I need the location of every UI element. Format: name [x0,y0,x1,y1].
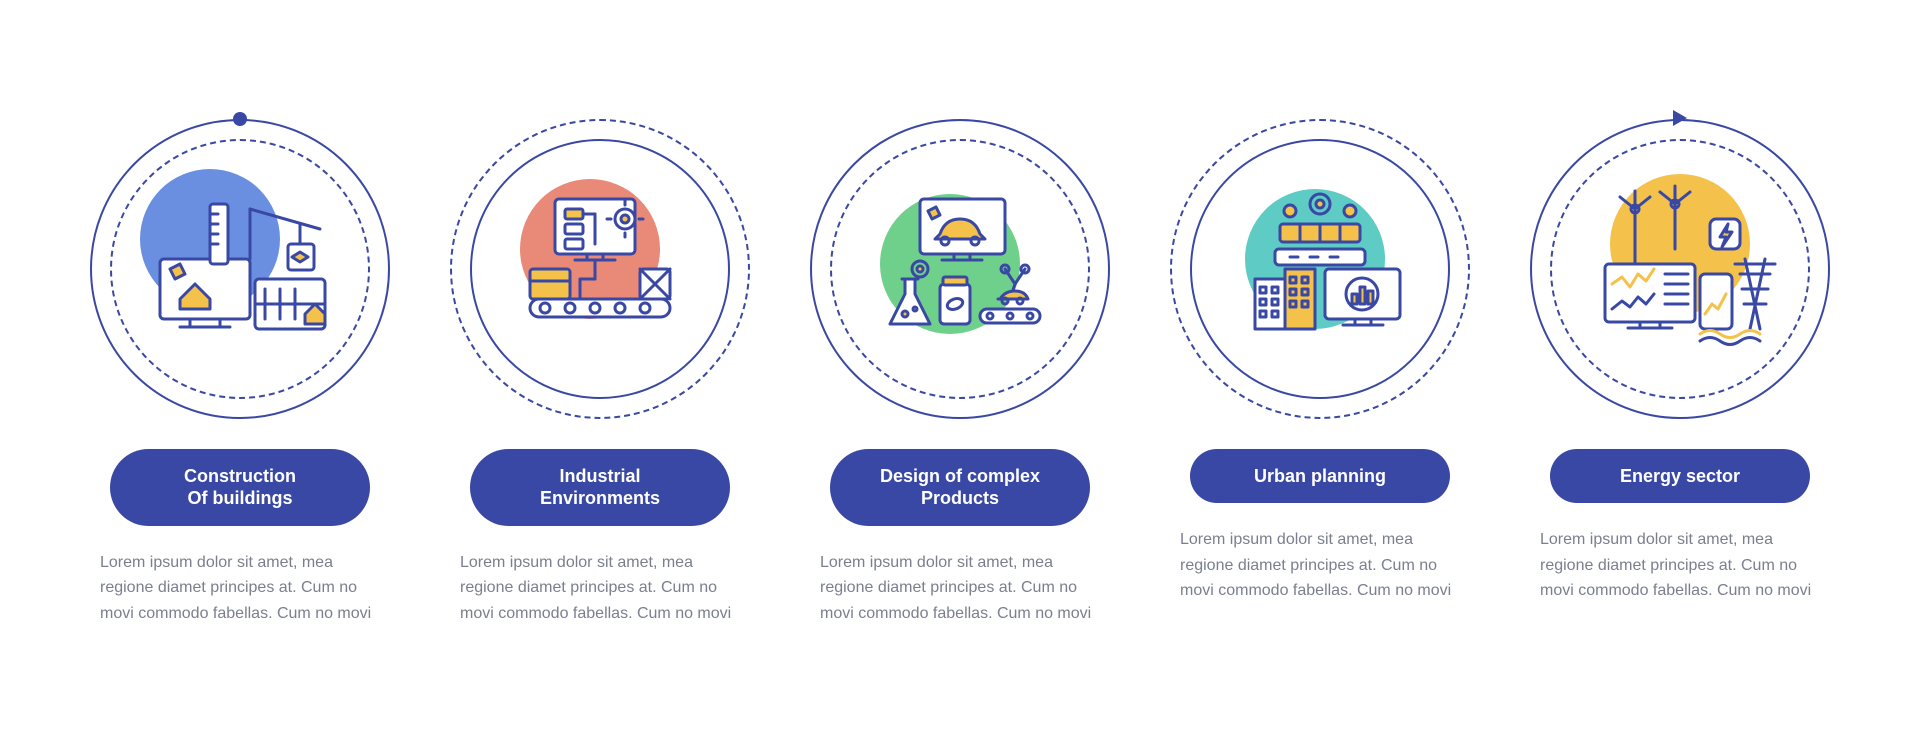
pill-label: Construction Of buildings [110,449,370,526]
pill-label: Design of complex Products [830,449,1090,526]
icon-area [490,159,710,379]
pill-label: Energy sector [1550,449,1810,504]
infographic-item-urban: Urban planning Lorem ipsum dolor sit ame… [1170,119,1470,604]
infographic-item-construction: Construction Of buildings Lorem ipsum do… [90,119,390,627]
infographic-item-design: Design of complex Products Lorem ipsum d… [810,119,1110,627]
construction-icon [140,169,340,369]
end-arrow [1673,110,1687,126]
circle-wrap [90,119,390,419]
infographic-item-industrial: Industrial Environments Lorem ipsum dolo… [450,119,750,627]
icon-area [1570,159,1790,379]
infographic-item-energy: Energy sector Lorem ipsum dolor sit amet… [1530,119,1830,604]
pill-label: Industrial Environments [470,449,730,526]
industrial-icon [500,169,700,369]
icon-area [850,159,1070,379]
desc-text: Lorem ipsum dolor sit amet, mea regione … [820,550,1100,627]
urban-icon [1220,169,1420,369]
start-dot [233,112,247,126]
desc-text: Lorem ipsum dolor sit amet, mea regione … [100,550,380,627]
desc-text: Lorem ipsum dolor sit amet, mea regione … [460,550,740,627]
circle-wrap [1530,119,1830,419]
circle-wrap [450,119,750,419]
circle-wrap [1170,119,1470,419]
icon-area [1210,159,1430,379]
design-icon [860,169,1060,369]
icon-area [130,159,350,379]
desc-text: Lorem ipsum dolor sit amet, mea regione … [1540,527,1820,604]
pill-label: Urban planning [1190,449,1450,504]
infographic-row: Construction Of buildings Lorem ipsum do… [10,79,1910,667]
desc-text: Lorem ipsum dolor sit amet, mea regione … [1180,527,1460,604]
circle-wrap [810,119,1110,419]
energy-icon [1580,169,1780,369]
